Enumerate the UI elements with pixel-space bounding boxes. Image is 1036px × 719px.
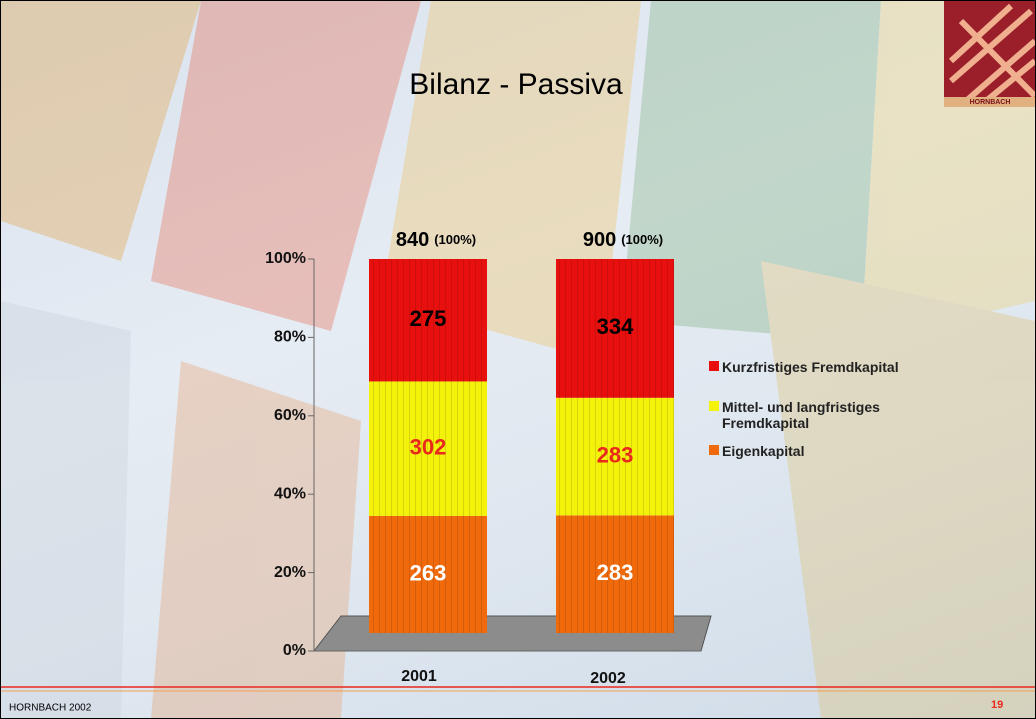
data-label: 275 — [410, 306, 447, 331]
y-tick-label: 100% — [265, 250, 306, 267]
total-note: (100%) — [621, 232, 663, 247]
footer-text: HORNBACH 2002 — [9, 703, 92, 714]
legend-label: Mittel- und langfristiges Fremdkapital — [722, 399, 924, 431]
data-label: 302 — [410, 434, 447, 459]
legend-swatch — [709, 401, 719, 411]
x-tick-label: 2002 — [590, 670, 626, 687]
total-note: (100%) — [434, 232, 476, 247]
chart-title: Bilanz - Passiva — [409, 68, 623, 101]
legend-item: Eigenkapital — [709, 443, 959, 459]
legend-swatch — [709, 361, 719, 371]
legend-label: Eigenkapital — [722, 443, 959, 459]
legend-swatch — [709, 445, 719, 455]
data-label: 283 — [597, 442, 634, 467]
logo-text: HORNBACH — [970, 99, 1011, 106]
legend-item: Mittel- und langfristiges Fremdkapital — [709, 399, 924, 431]
legend-label: Kurzfristiges Fremdkapital — [722, 359, 959, 375]
page-number: 19 — [991, 699, 1003, 711]
total-value: 900 — [583, 229, 616, 251]
y-tick-label: 40% — [274, 485, 306, 502]
y-tick-label: 60% — [274, 407, 306, 424]
slide: HORNBACH Bilanz - Passiva HORNBACH 2002 … — [0, 0, 1036, 719]
data-label: 334 — [597, 314, 634, 339]
y-tick-label: 0% — [283, 642, 306, 659]
y-tick-label: 80% — [274, 329, 306, 346]
y-tick-label: 20% — [274, 564, 306, 581]
legend-item: Kurzfristiges Fremdkapital — [709, 359, 959, 375]
data-label: 283 — [597, 560, 634, 585]
data-label: 263 — [410, 560, 447, 585]
x-tick-label: 2001 — [401, 668, 437, 685]
logo: HORNBACH — [944, 1, 1035, 107]
total-value: 840 — [396, 229, 429, 251]
